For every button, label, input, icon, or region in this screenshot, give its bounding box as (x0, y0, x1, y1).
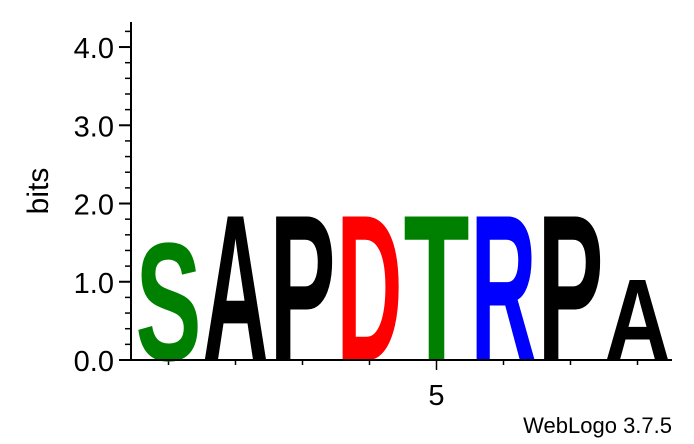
y-tick-label: 3.0 (74, 111, 114, 143)
logo-letter-R: R (471, 172, 537, 405)
logo-letter-P: P (270, 171, 336, 405)
logo-letter-A: A (203, 172, 269, 405)
y-tick-label: 1.0 (74, 268, 114, 300)
y-tick-label: 0.0 (74, 346, 114, 378)
logo-letter-A: A (605, 255, 671, 385)
x-tick-label: 5 (428, 380, 444, 412)
y-tick-label: 4.0 (74, 33, 114, 65)
y-tick-label: 2.0 (74, 190, 114, 222)
logo-letter-T: T (404, 173, 470, 405)
logo-letter-D: D (337, 172, 403, 405)
weblogo-credit: WebLogo 3.7.5 (523, 413, 672, 438)
logo-letter-P: P (538, 171, 604, 405)
logo-letter-S: S (136, 209, 202, 397)
y-axis-label: bits (22, 168, 55, 215)
